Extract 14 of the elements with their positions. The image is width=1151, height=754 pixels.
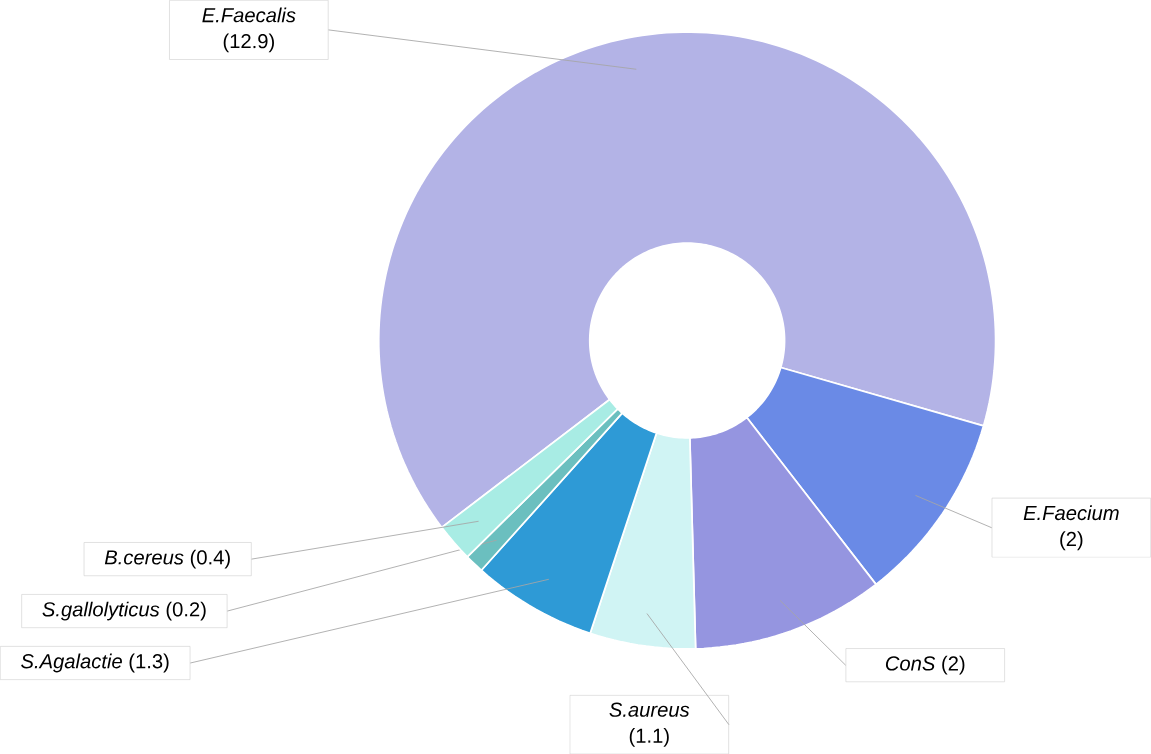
data-label: (2) xyxy=(942,655,965,675)
slice-label: S.Agalactie xyxy=(21,653,122,673)
slice-label: E.Faecalis xyxy=(202,7,296,23)
data-label: (1.3) xyxy=(129,653,169,673)
slice-label: E.Faecium xyxy=(1023,505,1119,521)
slice-label: S.gallolyticus xyxy=(42,601,160,621)
data-label: (12.9) xyxy=(223,33,274,53)
slice-label: ConS xyxy=(885,656,936,671)
data-label: (0.4) xyxy=(190,549,230,569)
data-label: (1.1) xyxy=(629,727,669,747)
data-label: (0.2) xyxy=(166,601,206,621)
slice-label: B.cereus xyxy=(104,550,184,565)
data-label: (2) xyxy=(1060,531,1083,550)
slice-label: S.aureus xyxy=(609,702,690,717)
